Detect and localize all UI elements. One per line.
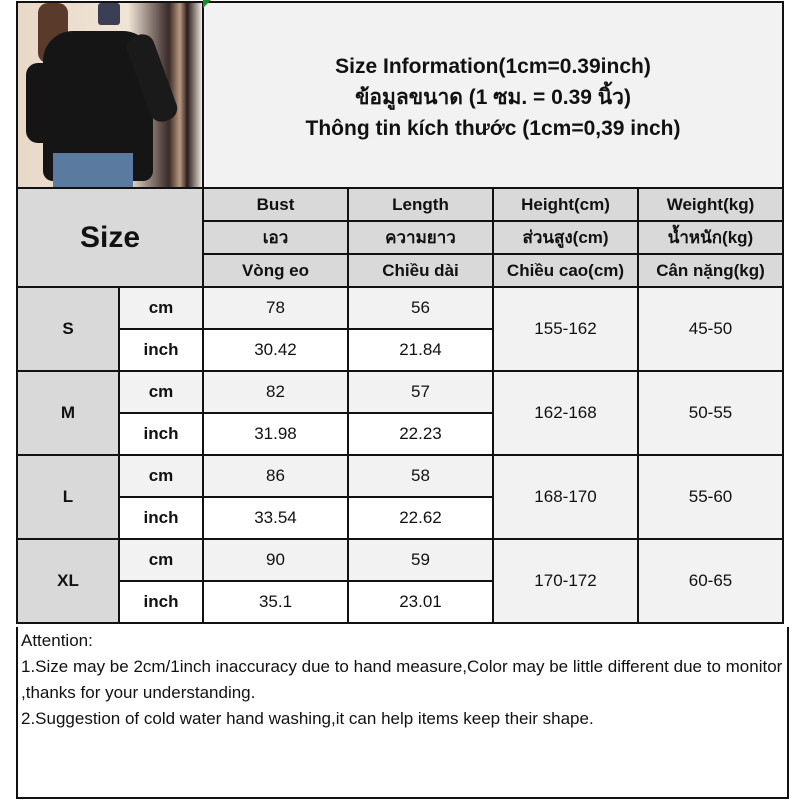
bust-cm: 86 bbox=[204, 456, 347, 496]
header-length-en: Length bbox=[349, 189, 492, 220]
height-range: 162-168 bbox=[494, 372, 637, 454]
weight-range: 60-65 bbox=[639, 540, 782, 622]
length-inch: 22.62 bbox=[349, 498, 492, 538]
unit-cm: cm bbox=[120, 540, 202, 580]
header-bust-th: เอว bbox=[204, 222, 347, 253]
weight-range: 55-60 bbox=[639, 456, 782, 538]
size-label: S bbox=[18, 288, 118, 370]
header-weight-vi: Cân nặng(kg) bbox=[639, 255, 782, 286]
bust-cm: 82 bbox=[204, 372, 347, 412]
header-bust-en: Bust bbox=[204, 189, 347, 220]
chart-title: Size Information(1cm=0.39inch) ข้อมูลขนา… bbox=[204, 3, 782, 187]
size-label: XL bbox=[18, 540, 118, 622]
length-inch: 23.01 bbox=[349, 582, 492, 622]
unit-inch: inch bbox=[120, 582, 202, 622]
weight-range: 50-55 bbox=[639, 372, 782, 454]
unit-cm: cm bbox=[120, 456, 202, 496]
header-weight-en: Weight(kg) bbox=[639, 189, 782, 220]
unit-inch: inch bbox=[120, 330, 202, 370]
header-height-th: ส่วนสูง(cm) bbox=[494, 222, 637, 253]
weight-range: 45-50 bbox=[639, 288, 782, 370]
title-english: Size Information(1cm=0.39inch) bbox=[335, 55, 651, 78]
size-label: M bbox=[18, 372, 118, 454]
attention-notes: Attention: 1.Size may be 2cm/1inch inacc… bbox=[16, 627, 789, 799]
height-range: 155-162 bbox=[494, 288, 637, 370]
title-thai: ข้อมูลขนาด (1 ซม. = 0.39 นิ้ว) bbox=[355, 86, 631, 109]
bust-inch: 30.42 bbox=[204, 330, 347, 370]
length-cm: 56 bbox=[349, 288, 492, 328]
header-height-vi: Chiều cao(cm) bbox=[494, 255, 637, 286]
length-cm: 59 bbox=[349, 540, 492, 580]
attention-note-2: 2.Suggestion of cold water hand washing,… bbox=[21, 709, 594, 728]
unit-inch: inch bbox=[120, 498, 202, 538]
corner-marker-icon bbox=[203, 0, 211, 8]
unit-cm: cm bbox=[120, 288, 202, 328]
attention-note-1: 1.Size may be 2cm/1inch inaccuracy due t… bbox=[21, 657, 783, 702]
length-inch: 21.84 bbox=[349, 330, 492, 370]
header-length-th: ความยาว bbox=[349, 222, 492, 253]
unit-inch: inch bbox=[120, 414, 202, 454]
bust-inch: 33.54 bbox=[204, 498, 347, 538]
size-label: L bbox=[18, 456, 118, 538]
bust-inch: 31.98 bbox=[204, 414, 347, 454]
bust-inch: 35.1 bbox=[204, 582, 347, 622]
length-inch: 22.23 bbox=[349, 414, 492, 454]
header-bust-vi: Vòng eo bbox=[204, 255, 347, 286]
length-cm: 58 bbox=[349, 456, 492, 496]
bust-cm: 78 bbox=[204, 288, 347, 328]
bust-cm: 90 bbox=[204, 540, 347, 580]
product-photo bbox=[18, 3, 202, 187]
size-chart-table: Size Information(1cm=0.39inch) ข้อมูลขนา… bbox=[16, 1, 784, 624]
header-height-en: Height(cm) bbox=[494, 189, 637, 220]
unit-cm: cm bbox=[120, 372, 202, 412]
size-header: Size bbox=[18, 189, 202, 286]
header-weight-th: น้ำหนัก(kg) bbox=[639, 222, 782, 253]
length-cm: 57 bbox=[349, 372, 492, 412]
title-vietnamese: Thông tin kích thước (1cm=0,39 inch) bbox=[305, 117, 681, 140]
header-length-vi: Chiều dài bbox=[349, 255, 492, 286]
attention-heading: Attention: bbox=[21, 631, 93, 650]
height-range: 168-170 bbox=[494, 456, 637, 538]
height-range: 170-172 bbox=[494, 540, 637, 622]
